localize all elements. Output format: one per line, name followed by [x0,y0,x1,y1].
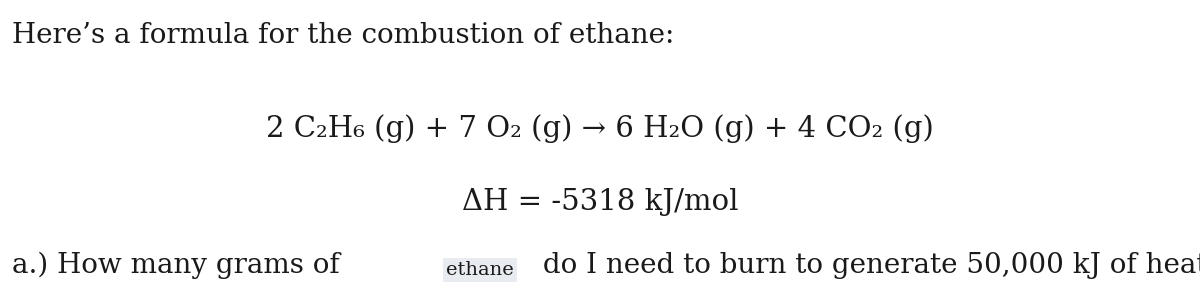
Text: Here’s a formula for the combustion of ethane:: Here’s a formula for the combustion of e… [12,22,674,49]
Text: ΔH = -5318 kJ/mol: ΔH = -5318 kJ/mol [462,188,738,216]
Text: a.) How many grams of: a.) How many grams of [12,251,349,279]
Text: do I need to burn to generate 50,000 kJ of heat?: do I need to burn to generate 50,000 kJ … [534,252,1200,279]
Text: 2 C₂H₆ (g) + 7 O₂ (g) → 6 H₂O (g) + 4 CO₂ (g): 2 C₂H₆ (g) + 7 O₂ (g) → 6 H₂O (g) + 4 CO… [266,114,934,143]
Text: ethane: ethane [446,261,514,279]
